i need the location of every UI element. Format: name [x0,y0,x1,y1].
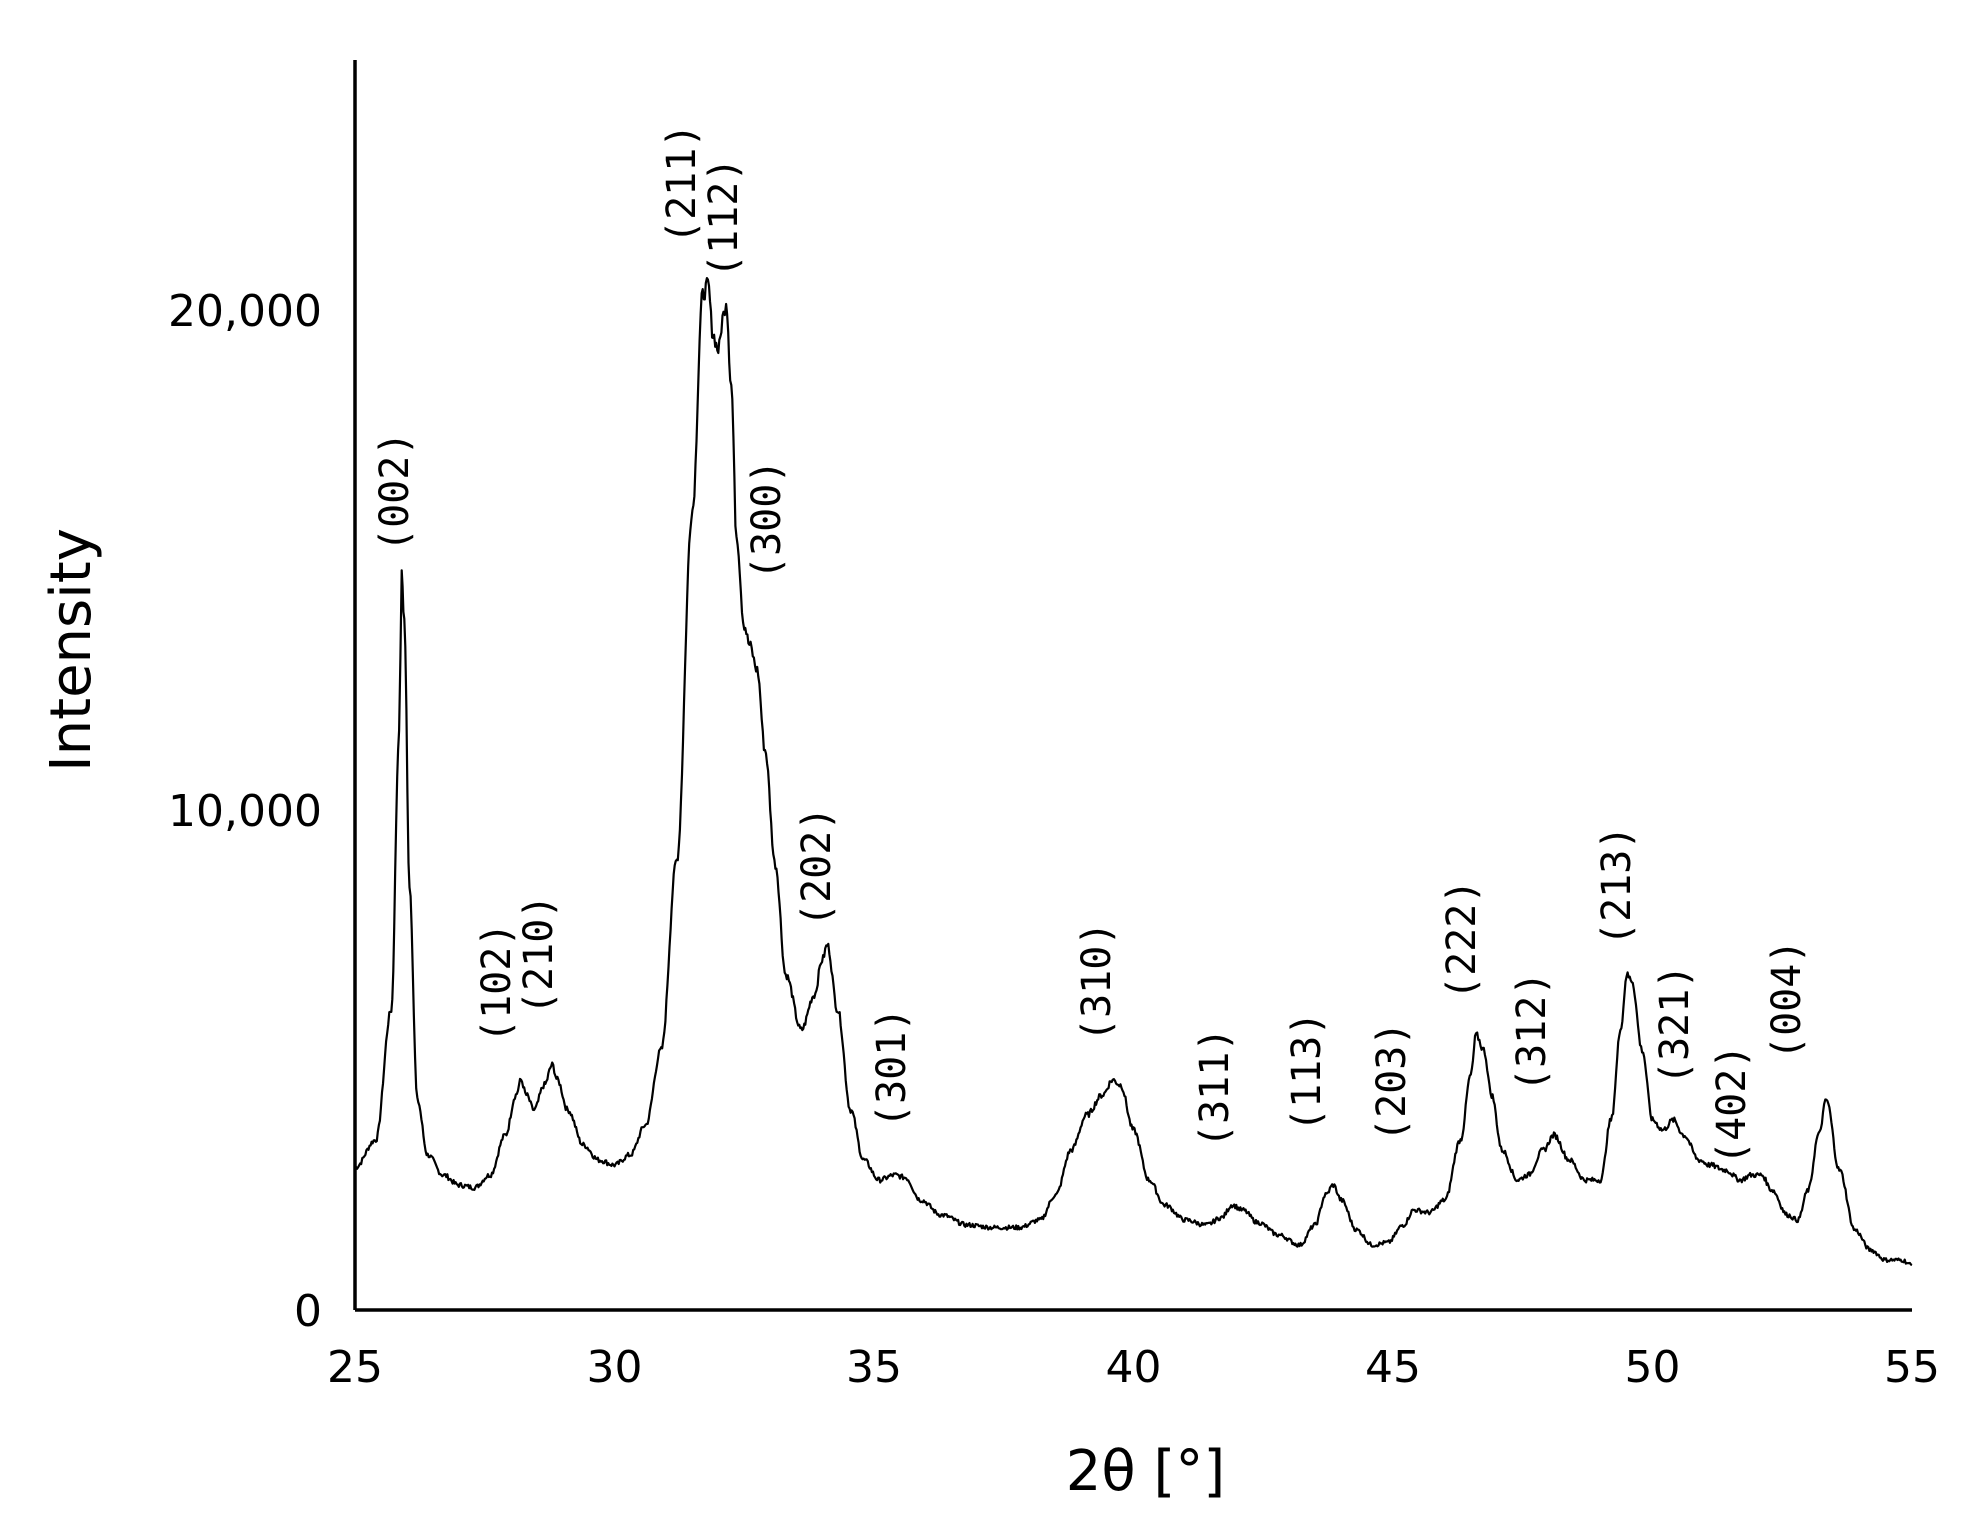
x-tick-label: 35 [846,1342,902,1393]
peak-label: (004) [1764,940,1810,1060]
peak-label: (312) [1509,972,1555,1092]
diffraction-trace [354,277,1913,1267]
y-tick-label: 0 [294,1286,322,1337]
peak-label: (211) [659,124,705,244]
peak-label: (311) [1192,1028,1238,1148]
y-tick-label: 20,000 [168,286,322,337]
peak-label: (113) [1284,1012,1330,1132]
peak-label: (102) [474,923,520,1043]
peak-label: (002) [372,432,418,552]
peak-labels: (002) (102)(210) (211)(112) (300) (202) (301)… [372,124,1810,1165]
x-tick-label: 40 [1106,1342,1162,1393]
peak-label: (203) [1369,1022,1415,1142]
x-tick-labels: 25 30 35 40 45 50 55 [327,1342,1940,1393]
y-tick-labels: 0 10,000 20,000 [168,286,322,1337]
peak-label: (301) [869,1008,915,1128]
x-tick-label: 50 [1625,1342,1681,1393]
peak-label: (300) [744,460,790,580]
peak-label: (210) [516,895,562,1015]
peak-label: (402) [1709,1045,1755,1165]
peak-label: (321) [1652,965,1698,1085]
peak-label: (112) [701,158,747,278]
x-tick-label: 55 [1884,1342,1940,1393]
x-tick-label: 30 [587,1342,643,1393]
peak-label: (222) [1439,880,1485,1000]
y-tick-label: 10,000 [168,786,322,837]
y-axis-title: Intensity [39,528,104,772]
x-tick-label: 25 [327,1342,383,1393]
peak-label: (202) [794,807,840,927]
x-axis-title: 2θ [°] [1066,1439,1225,1504]
peak-label: (310) [1074,922,1120,1042]
x-tick-label: 45 [1365,1342,1421,1393]
peak-label: (213) [1594,826,1640,946]
